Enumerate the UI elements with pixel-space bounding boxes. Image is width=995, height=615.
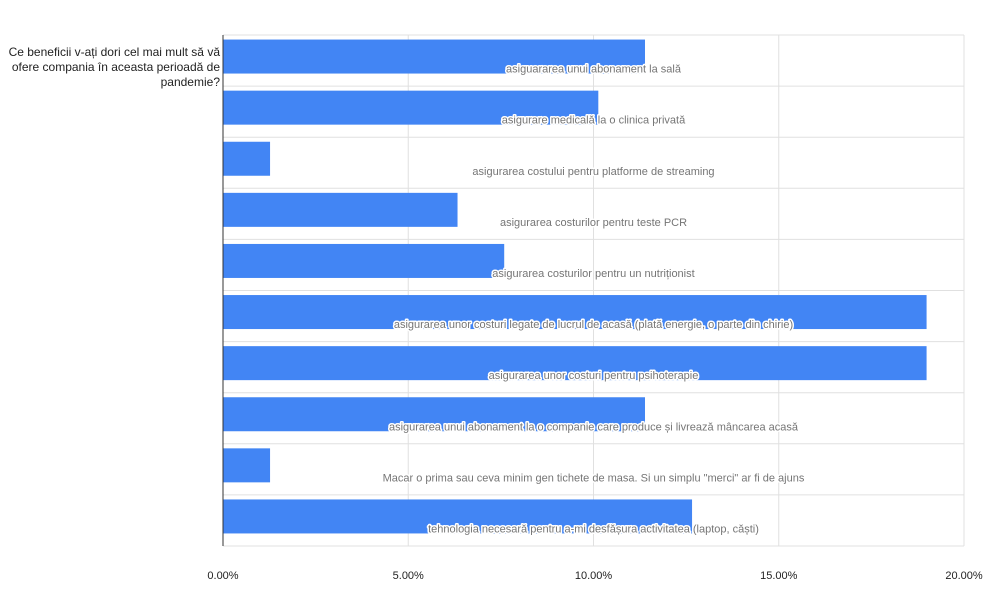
category-label: asigurarea costului pentru platforme de … [472, 166, 714, 178]
bar [223, 192, 458, 227]
x-tick-label: 15.00% [760, 570, 798, 582]
category-label: asigurarea costurilor pentru un nutrițio… [492, 268, 694, 280]
category-label: asiguararea unui abonament la sală [506, 64, 682, 76]
bar [223, 397, 645, 432]
category-label: tehnologia necesară pentru a-mi desfășur… [428, 523, 759, 535]
x-tick-labels: 0.00% 5.00% 10.00% 15.00% 20.00% [207, 570, 982, 582]
category-label: asigurare medicală la o clinica privată [502, 115, 686, 127]
bar [223, 39, 645, 74]
category-label: asigurarea unui abonament la o companie … [389, 421, 799, 433]
bar [223, 243, 505, 278]
x-tick-label: 0.00% [207, 570, 238, 582]
category-label: asigurarea unor costuri legate de lucrul… [394, 319, 793, 331]
bar [223, 141, 271, 176]
category-label: asigurarea unor costuri pentru psihotera… [489, 370, 699, 382]
bars [223, 39, 927, 534]
bar [223, 295, 927, 330]
bar [223, 90, 599, 125]
bar [223, 346, 927, 381]
bar [223, 499, 693, 534]
x-tick-label: 10.00% [575, 570, 613, 582]
bar [223, 448, 271, 483]
x-tick-label: 20.00% [945, 570, 983, 582]
category-label: asigurarea costurilor pentru teste PCR [500, 217, 687, 229]
question-title: Ce beneficii v-ați dori cel mai mult să … [8, 45, 220, 89]
category-label: Macar o prima sau ceva minim gen tichete… [383, 472, 805, 484]
x-tick-label: 5.00% [393, 570, 424, 582]
category-labels: asiguararea unui abonament la sală asigur… [381, 62, 806, 537]
